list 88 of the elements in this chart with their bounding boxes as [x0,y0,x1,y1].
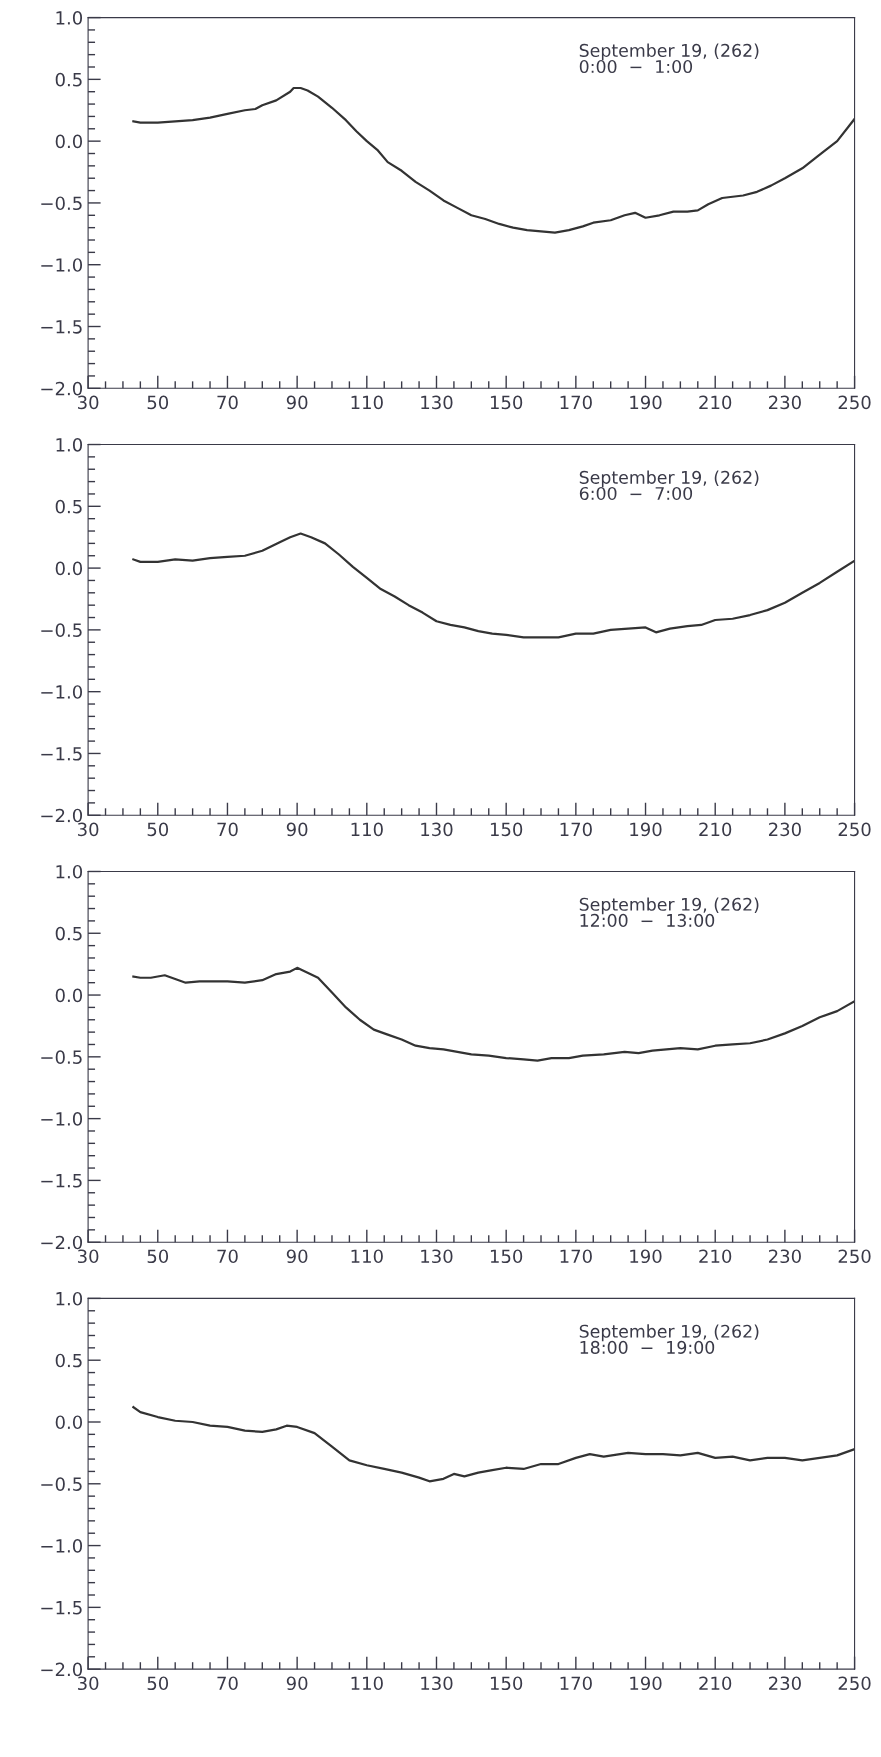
x-tick-label: 230 [768,1676,801,1691]
x-tick-label: 190 [630,822,662,837]
x-tick-label: 110 [351,822,383,837]
x-tick-label: 170 [560,1249,592,1264]
y-tick-label: 1.0 [56,864,83,879]
x-tick-label: 30 [77,822,99,837]
annotation: 18:00 − 19:00 [580,1340,715,1354]
x-tick-label: 230 [768,395,801,410]
y-tick-label: −0.5 [41,1050,82,1064]
line-series [132,532,855,639]
y-tick-label: 0.0 [55,988,83,1003]
x-tick-label: 50 [147,395,169,410]
annotation: 12:00 − 13:00 [580,913,715,927]
x-tick-label: 250 [838,822,871,837]
line-series [132,966,855,1062]
x-tick-label: 30 [77,1249,99,1264]
x-tick-label: 170 [560,822,592,837]
y-tick-label: −1.5 [41,320,82,334]
y-tick-label: 1.0 [56,1291,83,1306]
x-tick-label: 170 [560,395,592,410]
y-tick-label: −1.5 [41,1174,82,1188]
annotation: 6:00 − 7:00 [579,486,693,501]
y-tick-label: −2.0 [41,381,83,396]
x-tick-label: 70 [217,1676,238,1691]
y-tick-label: −2.0 [41,1662,83,1677]
x-tick-label: 50 [147,1249,169,1264]
x-tick-label: 70 [217,822,238,837]
x-tick-label: 70 [217,395,238,410]
x-tick-label: 130 [421,395,453,410]
x-tick-label: 150 [490,1676,523,1691]
annotation: September 19, (262) [579,897,759,915]
y-tick-label: −2.0 [41,1235,83,1250]
x-tick-label: 130 [421,822,453,837]
y-tick-label: −1.5 [41,747,82,761]
x-tick-label: 110 [351,395,383,410]
x-tick-label: 210 [699,1249,732,1264]
x-tick-label: 210 [699,395,732,410]
x-tick-label: 230 [768,822,801,837]
x-tick-label: 110 [351,1249,383,1264]
x-tick-label: 210 [699,1676,732,1691]
x-tick-label: 50 [147,1676,169,1691]
x-tick-label: 50 [147,822,169,837]
annotation: September 19, (262) [579,470,759,488]
x-tick-label: 150 [490,822,523,837]
annotation: September 19, (262) [579,1324,759,1342]
y-tick-label: 0.0 [55,134,83,149]
x-tick-label: 90 [286,1676,308,1691]
y-tick-label: 0.5 [55,926,82,941]
y-tick-label: −2.0 [41,808,83,823]
y-tick-label: 0.0 [55,1415,83,1430]
y-tick-label: 1.0 [56,11,83,25]
x-tick-label: 190 [630,1249,662,1264]
y-tick-label: −0.5 [41,1477,82,1491]
y-tick-label: 0.5 [55,499,82,514]
y-tick-label: −1.0 [41,1539,83,1553]
x-tick-label: 150 [490,1249,523,1264]
x-tick-label: 90 [286,395,308,410]
y-tick-label: −1.0 [41,1112,83,1126]
y-tick-label: 1.0 [56,437,83,452]
line-series [132,86,855,234]
x-tick-label: 90 [286,1249,308,1264]
x-tick-label: 250 [838,1676,871,1691]
x-tick-label: 190 [630,1676,662,1691]
annotation: 0:00 − 1:00 [579,59,693,74]
y-tick-label: −1.5 [41,1601,82,1615]
annotation: September 19, (262) [579,43,759,61]
y-tick-label: −1.0 [41,685,83,699]
x-tick-label: 110 [351,1676,383,1691]
y-tick-label: −0.5 [41,623,82,637]
y-tick-label: 0.0 [55,561,83,576]
y-tick-label: 0.5 [55,72,82,87]
x-tick-label: 190 [630,395,662,410]
x-tick-label: 130 [421,1249,453,1264]
x-tick-label: 170 [560,1676,592,1691]
x-tick-label: 230 [768,1249,801,1264]
x-tick-label: 30 [77,1676,99,1691]
x-tick-label: 150 [490,395,523,410]
x-tick-label: 250 [838,395,871,410]
x-tick-label: 250 [838,1249,871,1264]
x-tick-label: 210 [699,822,732,837]
x-tick-label: 90 [286,822,308,837]
x-tick-label: 30 [77,395,99,410]
y-tick-label: −0.5 [41,196,82,211]
x-tick-label: 70 [217,1249,238,1264]
y-tick-label: −1.0 [41,258,83,272]
x-tick-label: 130 [421,1676,453,1691]
line-series [132,1406,855,1483]
y-tick-label: 0.5 [55,1353,82,1368]
